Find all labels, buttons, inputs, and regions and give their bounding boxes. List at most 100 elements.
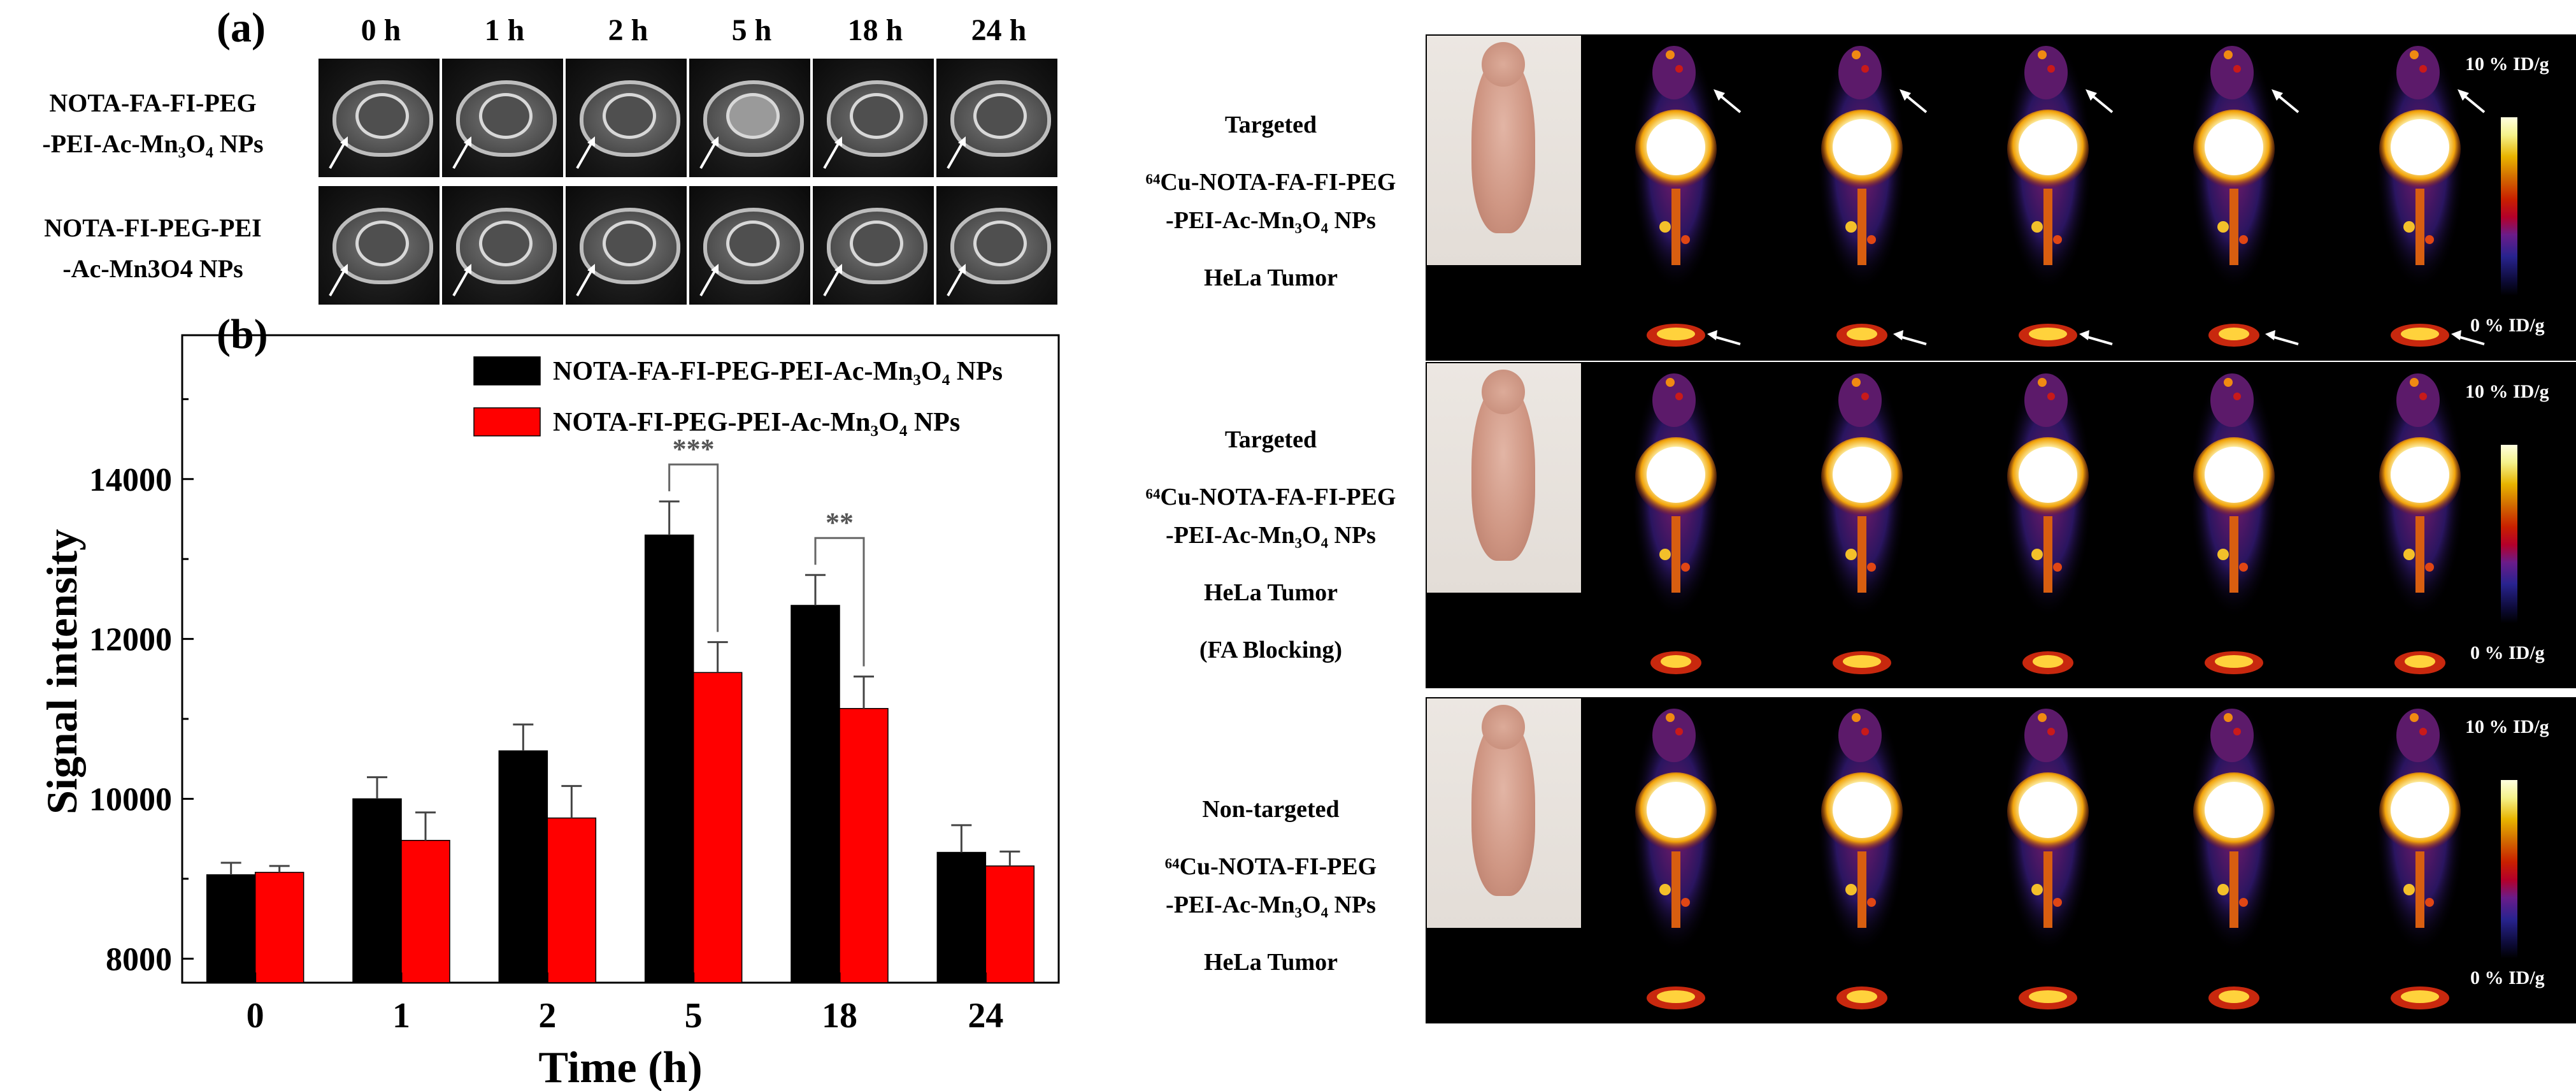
mri-tumor-region (479, 93, 533, 139)
colorbar-max-label: 10 % ID/g (2465, 54, 2549, 75)
bar-nontargeted (985, 865, 1035, 983)
colorbar (2501, 445, 2517, 623)
x-tick-label: 1 (392, 996, 410, 1036)
mri-image (689, 186, 810, 305)
mri-image (936, 59, 1057, 177)
colorbar-max-label: 10 % ID/g (2465, 716, 2549, 737)
pet-image-panel: 10 % ID/g 0 % ID/g (1426, 697, 2576, 1023)
mouse-photo (1427, 698, 1581, 928)
pet-group-label-line: ⁶⁴Cu-NOTA-FA-FI-PEG (1145, 484, 1396, 510)
mri-row-label-targeted: NOTA-FA-FI-PEG -PEI-Ac-Mn₃O₄ NPs (0, 83, 306, 164)
pet-scan-image (2328, 363, 2512, 687)
mri-tumor-region (355, 93, 409, 139)
legend-swatch (473, 356, 541, 386)
mouse-head (1482, 42, 1525, 87)
x-tick-label: 24 (968, 996, 1003, 1036)
bar-nontargeted (401, 839, 450, 983)
pet-scan-image (1770, 363, 1954, 687)
pet-group-label: Non-targeted ⁶⁴Cu-NOTA-FI-PEG -PEI-Ac-Mn₃O… (1121, 790, 1420, 1001)
pet-group-label-line: HeLa Tumor (1203, 264, 1338, 291)
mri-row-label-line1: NOTA-FI-PEG-PEI (44, 213, 262, 242)
colorbar (2501, 117, 2517, 296)
mri-timepoint-label: 5 h (731, 13, 772, 47)
legend-label: NOTA-FI-PEG-PEI-Ac-Mn₃O₄ NPs (553, 408, 960, 437)
colorbar-min-label: 0 % ID/g (2470, 642, 2545, 663)
pet-group-label: Targeted ⁶⁴Cu-NOTA-FA-FI-PEG -PEI-Ac-Mn₃O₄… (1121, 421, 1420, 688)
mri-row-label-line2: -Ac-Mn3O4 NPs (62, 254, 243, 283)
mri-timepoint-label: 0 h (361, 13, 401, 47)
bar-nontargeted (839, 708, 889, 983)
significance-bracket (668, 463, 719, 632)
mri-tumor-region (973, 220, 1027, 266)
pet-group-label-line: (FA Blocking) (1199, 637, 1343, 663)
pet-group-label-line: -PEI-Ac-Mn₃O₄ NPs (1166, 207, 1376, 234)
legend-label: NOTA-FA-FI-PEG-PEI-Ac-Mn₃O₄ NPs (553, 357, 1003, 386)
bar-nontargeted (547, 817, 597, 983)
mri-image (813, 186, 934, 305)
arrow-icon (576, 136, 595, 169)
mri-timepoint-label: 18 h (847, 13, 903, 47)
mri-row-label-line1: NOTA-FA-FI-PEG (49, 89, 257, 117)
arrow-icon (699, 264, 719, 296)
pet-scan-image (1584, 36, 1768, 359)
y-tick-label: 14000 (89, 462, 172, 498)
mri-tumor-region (726, 220, 780, 266)
mri-row-label-line2: -PEI-Ac-Mn₃O₄ NPs (42, 129, 264, 158)
arrow-icon (947, 264, 966, 296)
panel-a-letter: (a) (217, 4, 266, 51)
mri-timepoint-label: 1 h (484, 13, 525, 47)
mri-image-grid (318, 56, 1059, 307)
pet-scan-image (2142, 36, 2326, 359)
mri-tumor-region (973, 93, 1027, 139)
pet-scan-image (1956, 698, 2140, 1022)
pet-scan-image (1770, 698, 1954, 1022)
mri-tumor-region (850, 220, 903, 266)
colorbar-min-label: 0 % ID/g (2470, 315, 2545, 336)
pet-group-label-line: HeLa Tumor (1203, 579, 1338, 606)
pet-group-label-line: -PEI-Ac-Mn₃O₄ NPs (1166, 522, 1376, 549)
pet-scan-image (1584, 363, 1768, 687)
arrow-icon (576, 264, 595, 296)
bar-targeted (791, 605, 840, 983)
mri-image (442, 59, 563, 177)
colorbar-max-label: 10 % ID/g (2465, 381, 2549, 402)
y-axis-label: Signal intensity (38, 529, 86, 814)
pet-group-label: Targeted ⁶⁴Cu-NOTA-FA-FI-PEG -PEI-Ac-Mn₃O₄… (1121, 106, 1420, 316)
pet-timepoint-label: 5 h (2028, 1032, 2068, 1064)
mri-tumor-region (355, 220, 409, 266)
pet-scan-image (2328, 698, 2512, 1022)
mouse-photo (1427, 36, 1581, 265)
arrow-icon (947, 136, 966, 169)
pet-group-label-line: ⁶⁴Cu-NOTA-FI-PEG (1164, 853, 1377, 880)
mri-image (318, 186, 440, 305)
arrow-icon (329, 136, 348, 169)
x-axis-label: Time (h) (538, 1043, 702, 1091)
bar-nontargeted (254, 872, 304, 983)
pet-timepoint-label: 24 h (2393, 1032, 2447, 1064)
mri-image (318, 59, 440, 177)
mri-image (442, 186, 563, 305)
pet-group-label-line: ⁶⁴Cu-NOTA-FA-FI-PEG (1145, 169, 1396, 196)
mri-image (936, 186, 1057, 305)
mri-timepoint-label: 2 h (608, 13, 648, 47)
pet-timepoint-label: 1 h (1656, 1032, 1696, 1064)
mri-body-section (703, 208, 804, 284)
mri-tumor-region (726, 93, 780, 139)
pet-scan-image (2142, 363, 2326, 687)
mouse-head (1482, 370, 1525, 414)
pet-image-panel: 10 % ID/g 0 % ID/g (1426, 34, 2576, 361)
x-tick-label: 0 (247, 996, 264, 1036)
legend-swatch (473, 407, 541, 437)
significance-bracket (814, 537, 865, 667)
bar-targeted (352, 798, 402, 983)
pet-scan-image (2328, 36, 2512, 359)
mouse-photo (1427, 363, 1581, 593)
mri-timepoint-label: 24 h (971, 13, 1027, 47)
pet-image-panel: 10 % ID/g 0 % ID/g (1426, 362, 2576, 688)
bar-targeted (498, 750, 548, 983)
x-tick-label: 18 (822, 996, 857, 1036)
x-tick-label: 2 (538, 996, 556, 1036)
mri-image (689, 59, 810, 177)
pet-scan-image (1956, 363, 2140, 687)
